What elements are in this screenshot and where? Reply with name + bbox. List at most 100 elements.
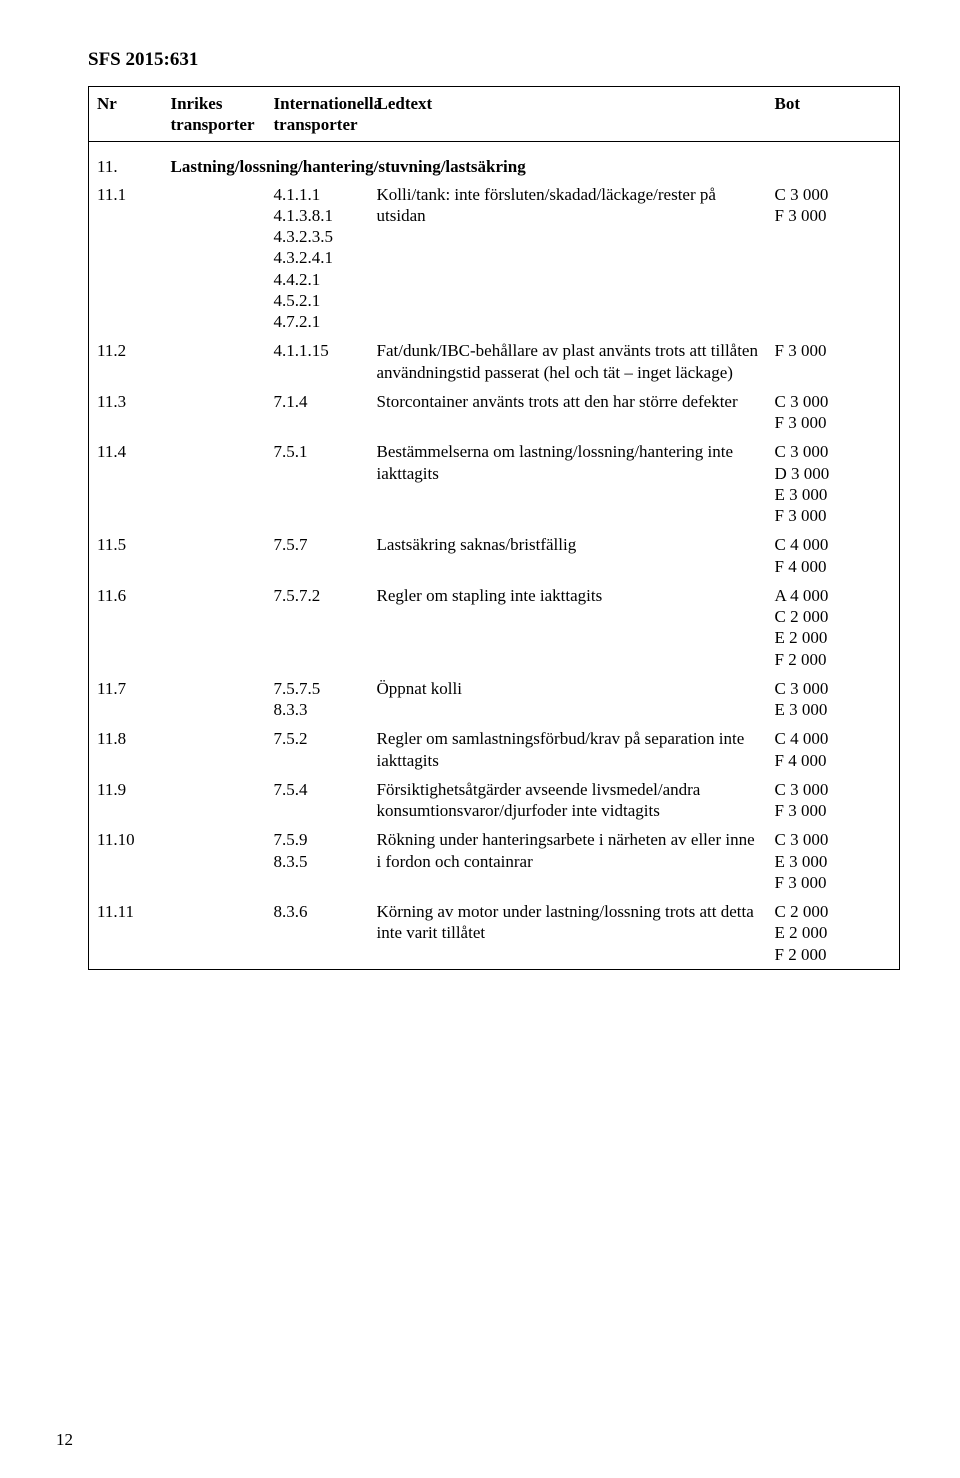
cell-ledtext: Rökning under hanteringsarbete i närhete… — [369, 825, 767, 897]
bot-value: F 3 000 — [775, 505, 892, 526]
cell-bot: C 3 000E 3 000 — [767, 674, 900, 725]
cell-bot: C 3 000F 3 000 — [767, 775, 900, 826]
cell-inrikes — [162, 897, 265, 969]
cell-codes: 4.1.1.15 — [266, 336, 369, 387]
code-value: 7.5.7.2 — [274, 585, 361, 606]
cell-bot: C 4 000F 4 000 — [767, 530, 900, 581]
cell-inrikes — [162, 581, 265, 674]
col-header-nr: Nr — [89, 86, 163, 142]
cell-bot: C 3 000F 3 000 — [767, 180, 900, 337]
cell-codes: 7.5.7 — [266, 530, 369, 581]
cell-codes: 7.5.2 — [266, 724, 369, 775]
code-value: 4.4.2.1 — [274, 269, 361, 290]
cell-nr: 11.9 — [89, 775, 163, 826]
code-value: 4.1.3.8.1 — [274, 205, 361, 226]
table-row: 11.118.3.6Körning av motor under lastnin… — [89, 897, 900, 969]
table-row: 11.57.5.7Lastsäkring saknas/bristfälligC… — [89, 530, 900, 581]
cell-inrikes — [162, 387, 265, 438]
col-header-bot: Bot — [767, 86, 900, 142]
cell-nr: 11.11 — [89, 897, 163, 969]
cell-nr: 11.6 — [89, 581, 163, 674]
bot-value: E 3 000 — [775, 699, 892, 720]
cell-inrikes — [162, 437, 265, 530]
section-nr: 11. — [89, 142, 163, 180]
cell-bot: C 4 000F 4 000 — [767, 724, 900, 775]
cell-codes: 4.1.1.14.1.3.8.14.3.2.3.54.3.2.4.14.4.2.… — [266, 180, 369, 337]
cell-bot: F 3 000 — [767, 336, 900, 387]
page-number: 12 — [56, 1429, 73, 1450]
cell-bot: C 3 000E 3 000F 3 000 — [767, 825, 900, 897]
table-row: 11.14.1.1.14.1.3.8.14.3.2.3.54.3.2.4.14.… — [89, 180, 900, 337]
table-row: 11.8 7.5.2 Regler om samlastningsförbud/kr… — [89, 724, 900, 775]
code-value: 4.5.2.1 — [274, 290, 361, 311]
col-header-ledtext: Ledtext — [369, 86, 767, 142]
bot-value: C 3 000 — [775, 678, 892, 699]
table-header-row: Nr Inrikes transporter Internationella t… — [89, 86, 900, 142]
code-value: 7.5.2 — [274, 728, 361, 749]
bot-value: F 3 000 — [775, 340, 892, 361]
bot-value: F 3 000 — [775, 872, 892, 893]
bot-value: E 3 000 — [775, 851, 892, 872]
section-row: 11.Lastning/lossning/hantering/stuvning/… — [89, 142, 900, 180]
col-header-intl: Internationella transporter — [266, 86, 369, 142]
cell-codes: 7.5.98.3.5 — [266, 825, 369, 897]
cell-nr: 11.10 — [89, 825, 163, 897]
cell-inrikes — [162, 180, 265, 337]
cell-ledtext: Körning av motor under lastning/lossning… — [369, 897, 767, 969]
bot-value: E 3 000 — [775, 484, 892, 505]
bot-value: C 3 000 — [775, 441, 892, 462]
cell-inrikes — [162, 530, 265, 581]
section-label: Lastning/lossning/hantering/stuvning/las… — [162, 142, 766, 180]
bot-value: F 2 000 — [775, 944, 892, 965]
table-row: 11.37.1.4Storcontainer använts trots att… — [89, 387, 900, 438]
cell-ledtext: Öppnat kolli — [369, 674, 767, 725]
bot-value: C 2 000 — [775, 606, 892, 627]
cell-nr: 11.8 — [89, 724, 163, 775]
bot-value: E 2 000 — [775, 922, 892, 943]
cell-codes: 7.5.4 — [266, 775, 369, 826]
bot-value: E 2 000 — [775, 627, 892, 648]
cell-nr: 11.2 — [89, 336, 163, 387]
code-value: 8.3.5 — [274, 851, 361, 872]
bot-value: A 4 000 — [775, 585, 892, 606]
code-value: 7.5.9 — [274, 829, 361, 850]
cell-ledtext: Bestämmelserna om lastning/lossning/hant… — [369, 437, 767, 530]
code-value: 7.5.1 — [274, 441, 361, 462]
code-value: 4.3.2.3.5 — [274, 226, 361, 247]
cell-inrikes — [162, 825, 265, 897]
cell-nr: 11.7 — [89, 674, 163, 725]
cell-inrikes — [162, 336, 265, 387]
code-value: 4.7.2.1 — [274, 311, 361, 332]
code-value: 7.5.4 — [274, 779, 361, 800]
cell-ledtext: Regler om stapling inte iakttagits — [369, 581, 767, 674]
col-header-inrikes: Inrikes transporter — [162, 86, 265, 142]
cell-ledtext: Lastsäkring saknas/bristfällig — [369, 530, 767, 581]
bot-value: D 3 000 — [775, 463, 892, 484]
cell-codes: 7.5.7.2 — [266, 581, 369, 674]
cell-ledtext: Regler om samlastningsförbud/krav på sep… — [369, 724, 767, 775]
code-value: 7.5.7.5 — [274, 678, 361, 699]
cell-ledtext: Försiktighetsåtgärder avseende livsmedel… — [369, 775, 767, 826]
bot-value: C 4 000 — [775, 534, 892, 555]
bot-value: C 4 000 — [775, 728, 892, 749]
bot-value: F 2 000 — [775, 649, 892, 670]
bot-value: C 3 000 — [775, 779, 892, 800]
bot-value: F 3 000 — [775, 205, 892, 226]
cell-inrikes — [162, 724, 265, 775]
cell-codes: 7.1.4 — [266, 387, 369, 438]
section-bot-empty — [767, 142, 900, 180]
bot-value: C 3 000 — [775, 391, 892, 412]
cell-ledtext: Storcontainer använts trots att den har … — [369, 387, 767, 438]
regulation-table: Nr Inrikes transporter Internationella t… — [88, 86, 900, 970]
code-value: 4.1.1.1 — [274, 184, 361, 205]
cell-codes: 7.5.7.58.3.3 — [266, 674, 369, 725]
code-value: 7.1.4 — [274, 391, 361, 412]
cell-bot: C 3 000D 3 000E 3 000F 3 000 — [767, 437, 900, 530]
cell-bot: C 3 000F 3 000 — [767, 387, 900, 438]
table-row: 11.107.5.98.3.5Rökning under hanteringsa… — [89, 825, 900, 897]
table-row: 11.24.1.1.15Fat/dunk/IBC-behållare av pl… — [89, 336, 900, 387]
bot-value: C 2 000 — [775, 901, 892, 922]
code-value: 4.1.1.15 — [274, 340, 361, 361]
bot-value: F 3 000 — [775, 412, 892, 433]
table-row: 11.6 7.5.7.2 Regler om stapling inte iaktt… — [89, 581, 900, 674]
